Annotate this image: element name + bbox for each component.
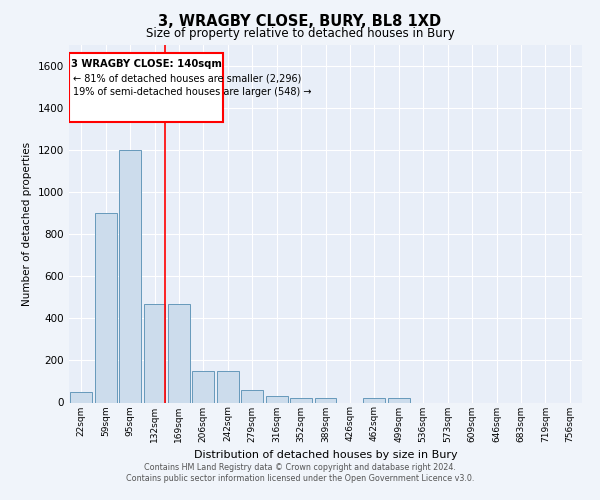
Bar bbox=[314, 398, 337, 402]
Text: ← 81% of detached houses are smaller (2,296): ← 81% of detached houses are smaller (2,… bbox=[73, 74, 302, 84]
Bar bbox=[364, 398, 385, 402]
Bar bbox=[143, 304, 166, 402]
Bar bbox=[193, 371, 214, 402]
Bar bbox=[290, 398, 312, 402]
Text: 19% of semi-detached houses are larger (548) →: 19% of semi-detached houses are larger (… bbox=[73, 87, 311, 97]
Bar bbox=[95, 213, 116, 402]
Text: Contains public sector information licensed under the Open Government Licence v3: Contains public sector information licen… bbox=[126, 474, 474, 483]
Text: 3 WRAGBY CLOSE: 140sqm: 3 WRAGBY CLOSE: 140sqm bbox=[71, 60, 221, 70]
Text: Size of property relative to detached houses in Bury: Size of property relative to detached ho… bbox=[146, 28, 454, 40]
Bar bbox=[217, 371, 239, 402]
Text: Contains HM Land Registry data © Crown copyright and database right 2024.: Contains HM Land Registry data © Crown c… bbox=[144, 462, 456, 471]
Bar bbox=[241, 390, 263, 402]
Y-axis label: Number of detached properties: Number of detached properties bbox=[22, 142, 32, 306]
Bar bbox=[266, 396, 287, 402]
FancyBboxPatch shape bbox=[70, 54, 223, 122]
Bar bbox=[119, 150, 141, 403]
Bar bbox=[70, 392, 92, 402]
Text: 3, WRAGBY CLOSE, BURY, BL8 1XD: 3, WRAGBY CLOSE, BURY, BL8 1XD bbox=[158, 14, 442, 29]
Bar bbox=[388, 398, 410, 402]
Bar bbox=[168, 304, 190, 402]
X-axis label: Distribution of detached houses by size in Bury: Distribution of detached houses by size … bbox=[194, 450, 457, 460]
